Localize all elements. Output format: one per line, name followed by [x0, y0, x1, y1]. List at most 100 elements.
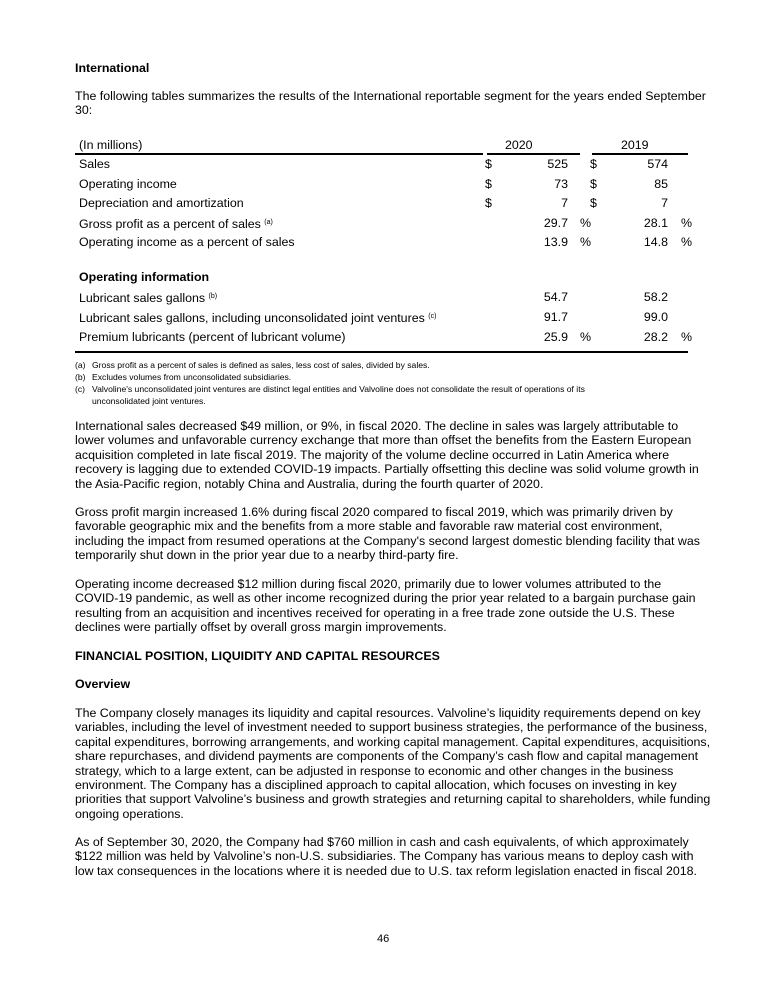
- row-label: Lubricant sales gallons (b): [79, 288, 217, 307]
- table-row: Lubricant sales gallons, including uncon…: [75, 308, 688, 326]
- text-line: $122 million was held by Valvoline’s non…: [75, 849, 694, 864]
- cell-v2: 58.2: [643, 290, 668, 304]
- row-label: Operating income as a percent of sales: [79, 233, 295, 251]
- footnote-ref: (c): [428, 313, 437, 320]
- row-label: Gross profit as a percent of sales (a): [79, 214, 273, 233]
- text-line: International sales decreased $49 millio…: [75, 419, 679, 433]
- text-line: recovery is lagging due to extended COVI…: [75, 462, 699, 477]
- footnote-key: (b): [75, 372, 86, 382]
- col-header-2020: 2020: [505, 138, 533, 152]
- header-rule: [75, 153, 483, 155]
- text-line: favorable geographic mix and the benefit…: [75, 519, 663, 534]
- header-rule: [592, 153, 688, 155]
- row-label: Depreciation and amortization: [79, 194, 244, 212]
- table-row: Lubricant sales gallons (b) 54.7 58.2: [75, 288, 688, 306]
- row-label: Sales: [79, 155, 110, 173]
- cell-p1: %: [580, 215, 592, 230]
- footnote-key: (c): [75, 384, 86, 394]
- cell-v2: 14.8: [643, 235, 668, 249]
- row-label-text: Depreciation and amortization: [79, 196, 244, 210]
- text-line: ongoing operations.: [75, 806, 184, 821]
- footnote-text: Gross profit as a percent of sales is de…: [92, 360, 430, 370]
- cell-v1: 91.7: [543, 310, 568, 324]
- text-line: acquisition completed in late fiscal 201…: [75, 447, 670, 462]
- cell-v2: 574: [647, 157, 668, 171]
- cell-v1: 54.7: [543, 290, 568, 304]
- row-label-text: Gross profit as a percent of sales: [79, 216, 261, 231]
- text-line: strategy, which to a large extent, can b…: [75, 763, 674, 778]
- cell-v2: 99.0: [643, 310, 668, 324]
- footnote-ref: (b): [208, 293, 218, 300]
- col-header-2019: 2019: [621, 138, 649, 152]
- text-line: resulting from an acquisition and incent…: [75, 605, 675, 620]
- footnote-text: Excludes volumes from unconsolidated sub…: [92, 372, 292, 382]
- footnote-line: (c) Valvoline's unconsolidated joint vent…: [75, 383, 585, 395]
- cell-d1: $: [485, 176, 492, 191]
- cell-p2: %: [681, 235, 693, 249]
- footnote-line: (b) Excludes volumes from unconsolidated …: [75, 371, 291, 383]
- cell-v1: 13.9: [543, 235, 568, 249]
- cell-v2: 28.1: [643, 215, 668, 230]
- text-line: share repurchases, and dividend payments…: [75, 749, 699, 764]
- row-label: Lubricant sales gallons, including uncon…: [79, 308, 436, 327]
- cell-v1: 7: [561, 196, 568, 210]
- text-line: the Asia-Pacific region, notably China a…: [75, 476, 544, 491]
- table-row: Operating income $73 $85: [75, 175, 688, 193]
- text-line: priorities that support Valvoline’s busi…: [75, 792, 711, 807]
- text-line: capital expenditures, borrowing arrangem…: [75, 734, 711, 749]
- text-line: The Company closely manages its liquidit…: [75, 706, 701, 720]
- row-label-text: Sales: [79, 157, 110, 171]
- text-line: COVID-19 pandemic, as well as other inco…: [75, 591, 696, 606]
- overview-heading: Overview: [75, 677, 131, 691]
- text-line: 30:: [75, 103, 93, 118]
- row-label: Premium lubricants (percent of lubricant…: [79, 328, 346, 346]
- cell-d2: $: [590, 196, 597, 210]
- cell-d1: $: [485, 196, 492, 210]
- cell-v2: 85: [654, 176, 668, 191]
- table-bottom-rule: [75, 351, 688, 353]
- cell-v1: 525: [547, 157, 568, 171]
- row-label-text: Operating income as a percent of sales: [79, 235, 295, 249]
- cell-p2: %: [681, 215, 693, 230]
- table-row: Premium lubricants (percent of lubricant…: [75, 328, 692, 346]
- text-line: Gross profit margin increased 1.6% durin…: [75, 505, 673, 519]
- cell-d1: $: [485, 157, 492, 171]
- cell-p1: %: [580, 330, 592, 344]
- text-line: temporarily shut down in the prior year …: [75, 548, 459, 563]
- text-line: The following tables summarizes the resu…: [75, 89, 706, 103]
- cell-v1: 73: [554, 176, 568, 191]
- text-line: As of September 30, 2020, the Company ha…: [75, 835, 689, 849]
- text-line: environment. The Company has a disciplin…: [75, 778, 677, 792]
- cell-p1: %: [580, 235, 592, 249]
- row-label: Operating income: [79, 175, 177, 193]
- text-line: lower volumes and unfavorable currency e…: [75, 433, 692, 448]
- footnote-line: unconsolidated joint ventures.: [75, 395, 206, 407]
- page-number: 46: [377, 933, 390, 945]
- footnote-line: (a) Gross profit as a percent of sales is…: [75, 359, 430, 371]
- table-row: Depreciation and amortization $7 $7: [75, 194, 688, 212]
- row-label-text: Lubricant sales gallons: [79, 291, 206, 305]
- cell-v1: 29.7: [543, 215, 568, 230]
- cell-v1: 25.9: [543, 330, 568, 344]
- operating-info-heading: Operating information: [79, 270, 210, 284]
- cell-d2: $: [590, 157, 597, 171]
- table-row: Operating income as a percent of sales 13…: [75, 233, 692, 251]
- text-line: low tax consequences in the locations wh…: [75, 863, 697, 878]
- cell-d2: $: [590, 176, 597, 191]
- cell-v2: 28.2: [643, 330, 668, 344]
- row-label-text: Lubricant sales gallons, including uncon…: [79, 311, 425, 325]
- row-label-text: Operating income: [79, 176, 177, 191]
- cell-v2: 7: [661, 196, 668, 210]
- text-line: Operating income decreased $12 million d…: [75, 577, 662, 591]
- footnote-text: Valvoline's unconsolidated joint venture…: [92, 384, 585, 394]
- table-row: Sales $525 $574: [75, 155, 688, 173]
- header-rule: [487, 153, 580, 155]
- financial-position-heading: FINANCIAL POSITION, LIQUIDITY AND CAPITA…: [75, 649, 440, 663]
- row-label-text: Premium lubricants (percent of lubricant…: [79, 330, 346, 344]
- section-heading: International: [75, 61, 150, 75]
- footnote-text: unconsolidated joint ventures.: [92, 396, 206, 406]
- footnote-ref: (a): [264, 218, 273, 226]
- text-line: declines were partially offset by overal…: [75, 620, 447, 635]
- footnote-key: (a): [75, 360, 86, 370]
